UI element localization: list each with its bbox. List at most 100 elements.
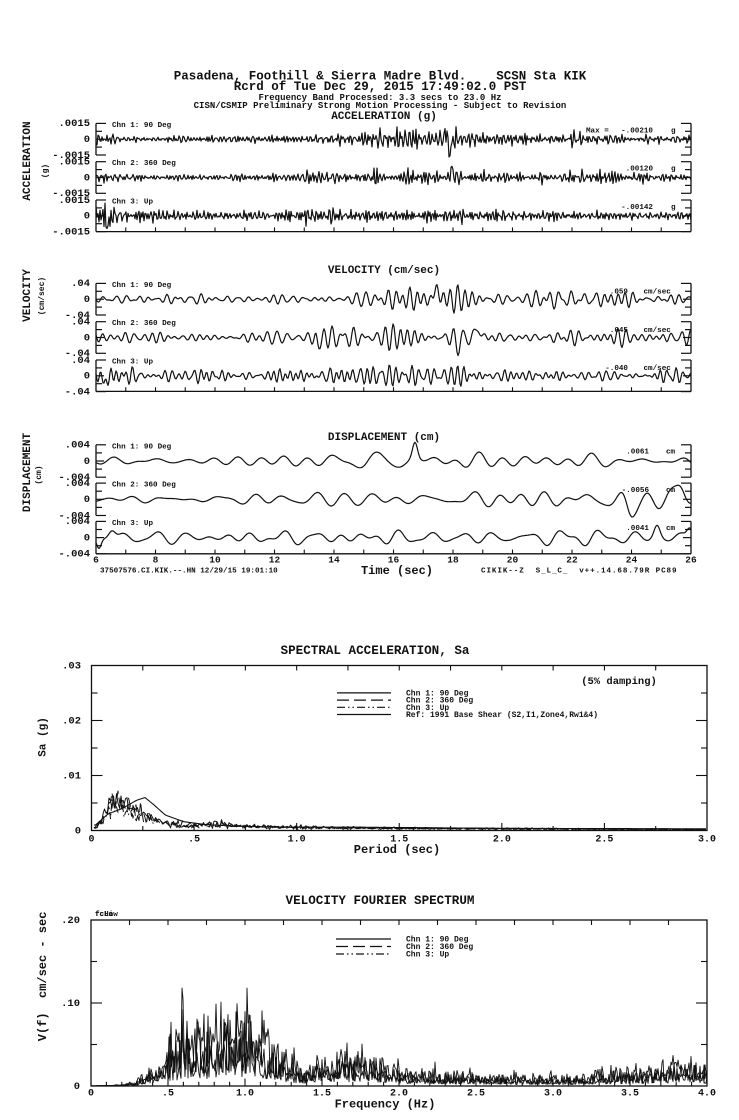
- svg-text:Chn 3: Up: Chn 3: Up: [112, 520, 153, 528]
- svg-text:.0015: .0015: [58, 157, 90, 169]
- svg-text:0: 0: [84, 494, 90, 506]
- svg-text:3.0: 3.0: [544, 1089, 562, 1100]
- svg-text:.20: .20: [61, 915, 80, 927]
- svg-text:.03: .03: [62, 661, 81, 673]
- svg-text:(cm/sec): (cm/sec): [38, 277, 47, 315]
- svg-text:Chn 1: 90 Deg: Chn 1: 90 Deg: [112, 122, 172, 130]
- svg-text:Chn 1: 90 Deg: Chn 1: 90 Deg: [406, 936, 469, 945]
- svg-text:cm: cm: [666, 525, 676, 533]
- svg-text:V(f) cm/sec - sec: V(f) cm/sec - sec: [36, 912, 50, 1042]
- svg-text:CIKIK--Z S_L_C_ v++.14.68.79: CIKIK--Z S_L_C_ v++.14.68.79R PC89: [481, 568, 677, 576]
- svg-text:ACCELERATION: ACCELERATION: [22, 121, 34, 200]
- svg-text:g: g: [671, 127, 676, 135]
- svg-text:(g): (g): [42, 164, 51, 178]
- svg-text:-.004: -.004: [58, 510, 90, 522]
- svg-text:-.04: -.04: [65, 310, 90, 322]
- svg-text:0: 0: [88, 835, 94, 846]
- svg-text:.004: .004: [65, 478, 90, 490]
- svg-text:Period (sec): Period (sec): [354, 843, 440, 857]
- svg-text:-.004: -.004: [58, 549, 90, 561]
- svg-text:.04: .04: [71, 317, 90, 329]
- svg-text:22: 22: [566, 555, 578, 566]
- svg-text:Chn 1: 90 Deg: Chn 1: 90 Deg: [112, 443, 172, 451]
- svg-text:VELOCITY: VELOCITY: [22, 269, 34, 322]
- svg-text:-.0015: -.0015: [52, 150, 90, 162]
- svg-text:Chn 2: 360 Deg: Chn 2: 360 Deg: [112, 160, 176, 168]
- svg-text:1.5: 1.5: [390, 835, 408, 846]
- svg-text:-.0015: -.0015: [52, 226, 90, 238]
- svg-text:Pasadena, Foothill & Sierra Ma: Pasadena, Foothill & Sierra Madre Blvd. …: [174, 69, 587, 83]
- svg-text:0: 0: [84, 532, 90, 544]
- svg-text:Rcrd of Tue Dec 29, 2015 17:49: Rcrd of Tue Dec 29, 2015 17:49:02.0 PST: [234, 80, 527, 94]
- svg-text:(5% damping): (5% damping): [581, 676, 657, 688]
- svg-text:cm/sec: cm/sec: [644, 289, 672, 297]
- svg-text:.0015: .0015: [58, 195, 90, 207]
- svg-text:-.04: -.04: [65, 386, 90, 398]
- svg-text:CISN/CSMIP Preliminary Strong: CISN/CSMIP Preliminary Strong Motion Pro…: [194, 101, 567, 111]
- svg-text:Chn 3: Up: Chn 3: Up: [406, 704, 449, 713]
- svg-text:cm: cm: [666, 487, 676, 495]
- svg-text:Max =: Max =: [586, 127, 609, 135]
- svg-text:Chn 3: Up: Chn 3: Up: [112, 199, 153, 207]
- svg-text:Chn 2: 360 Deg: Chn 2: 360 Deg: [112, 320, 176, 328]
- svg-text:0: 0: [74, 1081, 80, 1093]
- svg-text:.0041: .0041: [626, 525, 649, 533]
- svg-text:18: 18: [447, 555, 459, 566]
- svg-text:Sa (g): Sa (g): [38, 717, 50, 757]
- svg-text:.10: .10: [61, 998, 80, 1010]
- svg-text:.0061: .0061: [626, 449, 649, 457]
- svg-text:.04: .04: [71, 278, 90, 290]
- svg-text:1.0: 1.0: [236, 1089, 254, 1100]
- svg-text:2.5: 2.5: [467, 1089, 485, 1100]
- svg-text:.0015: .0015: [58, 118, 90, 130]
- svg-text:24: 24: [626, 555, 638, 566]
- svg-text:0: 0: [84, 294, 90, 306]
- svg-text:3.0: 3.0: [698, 835, 716, 846]
- svg-text:-.00210: -.00210: [621, 127, 653, 135]
- svg-text:12: 12: [269, 555, 281, 566]
- svg-text:4.0: 4.0: [698, 1089, 716, 1100]
- svg-text:2.5: 2.5: [595, 835, 613, 846]
- svg-text:Ref: 1991 Base Shear (S2,I1,Zo: Ref: 1991 Base Shear (S2,I1,Zone4,Rw1&4): [406, 711, 598, 720]
- svg-text:0: 0: [84, 371, 90, 383]
- svg-text:.5: .5: [188, 835, 200, 846]
- svg-text:-.040: -.040: [605, 365, 628, 373]
- svg-text:16: 16: [388, 555, 400, 566]
- svg-text:fcHi: fcHi: [95, 911, 114, 919]
- svg-text:-.00142: -.00142: [621, 204, 653, 212]
- svg-text:g: g: [671, 204, 676, 212]
- svg-text:(cm): (cm): [35, 465, 44, 484]
- svg-text:cm/sec: cm/sec: [644, 327, 672, 335]
- svg-text:0: 0: [84, 332, 90, 344]
- svg-text:10: 10: [209, 555, 221, 566]
- svg-text:-.004: -.004: [58, 472, 90, 484]
- svg-text:Frequency Band Processed: 3.3: Frequency Band Processed: 3.3 secs to 23…: [258, 93, 501, 103]
- svg-text:20: 20: [507, 555, 519, 566]
- svg-text:.01: .01: [62, 771, 81, 783]
- svg-text:8: 8: [153, 555, 159, 566]
- svg-text:0: 0: [75, 826, 81, 838]
- svg-text:Chn 2: 360 Deg: Chn 2: 360 Deg: [406, 943, 473, 952]
- svg-text:.02: .02: [62, 716, 81, 728]
- svg-text:Frequency (Hz): Frequency (Hz): [335, 1098, 436, 1112]
- svg-text:0: 0: [84, 211, 90, 223]
- svg-text:2.0: 2.0: [493, 835, 511, 846]
- svg-text:ACCELERATION (g): ACCELERATION (g): [331, 111, 437, 123]
- svg-text:.00120: .00120: [626, 166, 654, 174]
- svg-text:0: 0: [84, 134, 90, 146]
- svg-text:g: g: [671, 166, 676, 174]
- svg-text:VELOCITY FOURIER SPECTRUM: VELOCITY FOURIER SPECTRUM: [286, 894, 475, 908]
- svg-text:.004: .004: [65, 440, 90, 452]
- svg-text:0: 0: [84, 172, 90, 184]
- svg-text:.059: .059: [610, 289, 629, 297]
- svg-text:Chn 2: 360 Deg: Chn 2: 360 Deg: [112, 482, 176, 490]
- svg-text:3.5: 3.5: [621, 1089, 639, 1100]
- svg-text:Chn 3: Up: Chn 3: Up: [406, 951, 449, 960]
- svg-text:1.0: 1.0: [288, 835, 306, 846]
- svg-text:.5: .5: [162, 1089, 174, 1100]
- svg-text:.004: .004: [65, 516, 90, 528]
- svg-text:DISPLACEMENT (cm): DISPLACEMENT (cm): [328, 432, 440, 444]
- svg-text:Chn 2: 360 Deg: Chn 2: 360 Deg: [406, 697, 473, 706]
- svg-text:-.0056: -.0056: [622, 487, 650, 495]
- svg-text:-.0015: -.0015: [52, 188, 90, 200]
